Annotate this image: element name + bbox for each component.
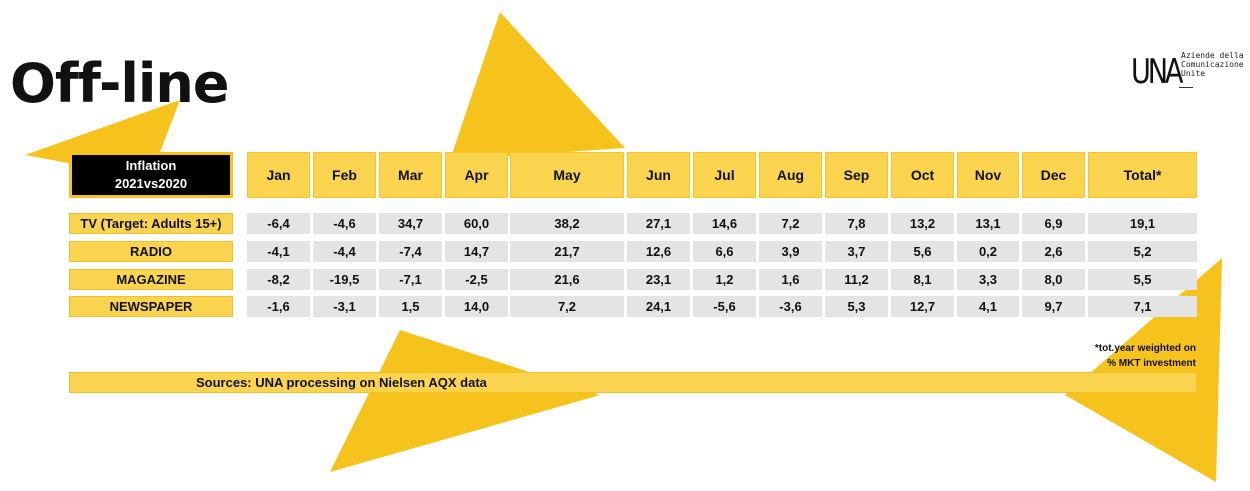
table-cell: -4,4: [313, 241, 376, 262]
table-cell: 3,9: [759, 241, 822, 262]
table-cell: 23,1: [627, 269, 690, 290]
table-cell: -1,6: [247, 296, 310, 317]
table-cell: 4,1: [957, 296, 1019, 317]
table-cell: 5,2: [1088, 241, 1197, 262]
table-cell: 1,2: [693, 269, 756, 290]
table-cell: 38,2: [510, 213, 624, 234]
table-cell: 24,1: [627, 296, 690, 317]
column-header: Jun: [627, 152, 690, 198]
column-header: Mar: [379, 152, 442, 198]
logo-line-1: Aziende della: [1181, 51, 1244, 60]
column-header: Jan: [247, 152, 310, 198]
table-cell: 34,7: [379, 213, 442, 234]
sources-text: Sources: UNA processing on Nielsen AQX d…: [196, 375, 487, 390]
table-cell: -4,1: [247, 241, 310, 262]
table-cell: 14,0: [445, 296, 508, 317]
table-cell: 7,8: [825, 213, 888, 234]
column-header: Total*: [1088, 152, 1197, 198]
table-cell: -7,1: [379, 269, 442, 290]
table-cell: 11,2: [825, 269, 888, 290]
column-header: Feb: [313, 152, 376, 198]
table-cell: 5,5: [1088, 269, 1197, 290]
table-header-label: Inflation 2021vs2020: [69, 152, 233, 198]
column-header: Aug: [759, 152, 822, 198]
table-cell: 9,7: [1022, 296, 1085, 317]
table-cell: 6,6: [693, 241, 756, 262]
table-cell: 27,1: [627, 213, 690, 234]
logo-line-3: Unite: [1181, 69, 1206, 78]
table-cell: 0,2: [957, 241, 1019, 262]
table-cell: 6,9: [1022, 213, 1085, 234]
footnote-line-2: % MKT investment: [1107, 358, 1196, 369]
una-logo: UNA Aziende della Comunicazione Unite: [1131, 48, 1244, 96]
arrow-shape-top: [450, 12, 625, 160]
logo-text: Aziende della Comunicazione Unite: [1181, 51, 1244, 78]
table-cell: -3,1: [313, 296, 376, 317]
table-cell: 8,0: [1022, 269, 1085, 290]
logo-underline: [1179, 87, 1193, 88]
header-label-line: 2021vs2020: [114, 176, 188, 191]
table-cell: 5,3: [825, 296, 888, 317]
row-label: TV (Target: Adults 15+): [69, 213, 233, 234]
logo-mark: UNA: [1131, 52, 1183, 92]
column-header: Oct: [891, 152, 954, 198]
table-cell: 8,1: [891, 269, 954, 290]
row-label: NEWSPAPER: [69, 296, 233, 317]
column-header: Nov: [957, 152, 1019, 198]
header-label-line: Inflation: [125, 158, 177, 173]
table-cell: 3,3: [957, 269, 1019, 290]
sources-bar: Sources: UNA processing on Nielsen AQX d…: [69, 372, 1197, 393]
table-cell: 7,2: [510, 296, 624, 317]
table-cell: 7,1: [1088, 296, 1197, 317]
table-cell: 13,2: [891, 213, 954, 234]
logo-line-2: Comunicazione: [1181, 60, 1244, 69]
table-cell: 14,6: [693, 213, 756, 234]
table-cell: 5,6: [891, 241, 954, 262]
column-header: Jul: [693, 152, 756, 198]
table-cell: -8,2: [247, 269, 310, 290]
column-header: Dec: [1022, 152, 1085, 198]
table-cell: 1,5: [379, 296, 442, 317]
column-header: Sep: [825, 152, 888, 198]
table-cell: -4,6: [313, 213, 376, 234]
column-header: May: [510, 152, 624, 198]
table-cell: -7,4: [379, 241, 442, 262]
arrow-shape-bottom: [330, 330, 600, 472]
footnote-line-1: *tot.year weighted on: [1094, 343, 1196, 354]
table-cell: 12,7: [891, 296, 954, 317]
table-cell: 14,7: [445, 241, 508, 262]
table-cell: 21,7: [510, 241, 624, 262]
table-cell: 21,6: [510, 269, 624, 290]
table-cell: 3,7: [825, 241, 888, 262]
table-cell: -5,6: [693, 296, 756, 317]
table-cell: -6,4: [247, 213, 310, 234]
table-cell: 13,1: [957, 213, 1019, 234]
footnote: *tot.year weighted on % MKT investment: [1070, 341, 1196, 371]
table-cell: 19,1: [1088, 213, 1197, 234]
table-cell: -3,6: [759, 296, 822, 317]
table-cell: -19,5: [313, 269, 376, 290]
table-cell: 60,0: [445, 213, 508, 234]
column-header: Apr: [445, 152, 508, 198]
table-cell: 7,2: [759, 213, 822, 234]
table-cell: 2,6: [1022, 241, 1085, 262]
row-label: MAGAZINE: [69, 269, 233, 290]
row-label: RADIO: [69, 241, 233, 262]
table-cell: 1,6: [759, 269, 822, 290]
table-cell: 12,6: [627, 241, 690, 262]
page-title: Off-line: [10, 52, 229, 115]
table-cell: -2,5: [445, 269, 508, 290]
